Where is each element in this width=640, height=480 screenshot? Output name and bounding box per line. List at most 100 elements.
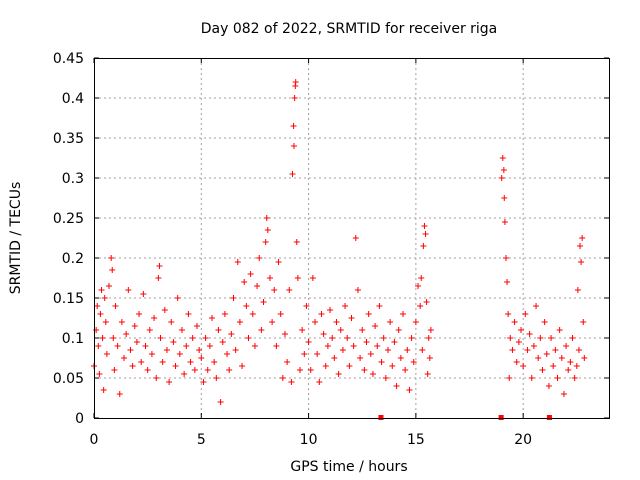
data-point [367,351,374,357]
data-point [309,275,316,281]
data-point [507,335,514,341]
data-point [422,231,429,237]
data-point [97,311,104,317]
data-point [327,307,334,313]
data-point [168,319,175,325]
data-point [331,355,338,361]
data-point [284,359,291,365]
data-point [573,363,580,369]
y-tick-label: 0.4 [62,91,84,107]
data-point [96,371,103,377]
y-tick-label: 0.35 [53,131,84,147]
data-point [159,359,166,365]
data-point [243,303,250,309]
data-point [288,379,295,385]
data-point [307,367,314,373]
x-tick-label: 0 [90,432,99,448]
data-point [217,399,224,405]
data-point [357,355,364,361]
data-point [163,347,170,353]
data-point [374,343,381,349]
data-point [151,315,158,321]
gap-marker [378,415,384,420]
data-point [102,319,109,325]
data-point [565,367,572,373]
data-point [291,95,298,101]
data-point [320,331,327,337]
data-point [520,363,527,369]
data-point [273,343,280,349]
data-point [256,255,263,261]
data-point [337,327,344,333]
data-point [333,319,340,325]
data-point [415,283,422,289]
data-point [187,359,194,365]
y-tick-label: 0.3 [62,171,84,187]
data-point [211,359,218,365]
data-point [533,303,540,309]
data-point [286,287,293,293]
data-point [423,299,430,305]
data-point [200,379,207,385]
y-axis-label: SRMTID / TECUs [8,182,24,295]
data-point [112,303,119,309]
data-point [384,347,391,353]
data-point [148,351,155,357]
y-tick-label: 0.1 [62,331,84,347]
y-tick-label: 0.15 [53,291,84,307]
data-point [277,311,284,317]
data-point [292,79,299,85]
data-point [354,287,361,293]
data-point [578,259,585,265]
plot-frame [94,58,610,419]
data-point [363,339,370,345]
data-point [350,343,357,349]
data-point [106,283,113,289]
data-point [191,367,198,373]
data-point [556,327,563,333]
data-point [418,275,425,281]
data-point [417,303,424,309]
data-point [421,223,428,229]
data-point [369,371,376,377]
data-point [426,355,433,361]
data-point [136,311,143,317]
data-point [389,363,396,369]
data-point [359,327,366,333]
data-point [524,347,531,353]
data-point [213,375,220,381]
data-point [111,367,118,373]
data-point [144,367,151,373]
data-point [301,351,308,357]
data-point [196,347,203,353]
data-point [552,347,559,353]
data-point [131,323,138,329]
data-point [352,235,359,241]
data-point [94,303,101,309]
data-point [194,323,200,329]
y-tick-label: 0.2 [62,251,84,267]
data-point [543,351,550,357]
data-point [183,343,190,349]
data-point [342,303,349,309]
data-point [185,311,192,317]
data-point [100,387,107,393]
data-point [226,367,233,373]
data-point [318,311,325,317]
data-point [251,343,258,349]
chart-title: Day 082 of 2022, SRMTID for receiver rig… [201,21,498,37]
data-point [528,375,535,381]
data-point [101,295,108,301]
data-point [581,355,588,361]
data-points [91,79,588,405]
data-point [380,335,387,341]
data-point [178,327,185,333]
data-point [146,327,153,333]
x-tick-label: 10 [300,432,318,448]
data-point [239,363,246,369]
data-point [419,347,426,353]
data-point [577,243,584,249]
data-point [209,315,216,321]
